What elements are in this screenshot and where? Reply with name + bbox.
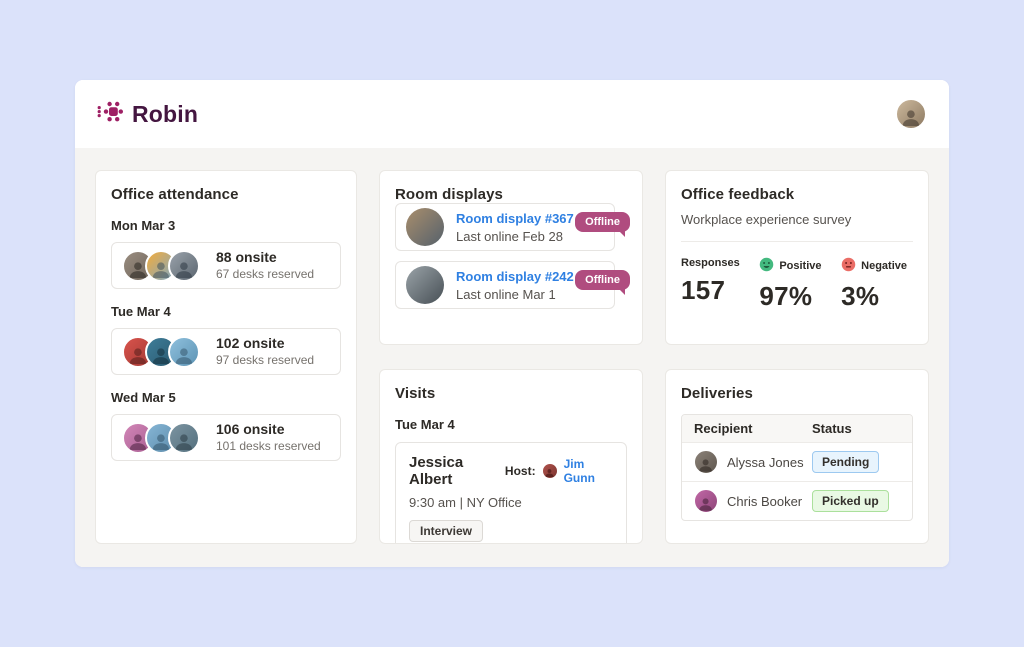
attendance-day-label: Wed Mar 5 (111, 390, 176, 405)
deliveries-title: Deliveries (681, 385, 753, 402)
avatar-group (122, 421, 200, 454)
responses-label: Responses (681, 257, 740, 269)
room-display-row[interactable]: Room display #367 Last online Feb 28 Off… (395, 203, 630, 251)
avatar (168, 249, 200, 282)
attendance-title: Office attendance (111, 186, 239, 203)
room-display-link[interactable]: Room display #242 (456, 268, 574, 284)
desks-reserved: 67 desks reserved (216, 266, 315, 281)
avatar-group (122, 335, 200, 368)
brand-name: Robin (132, 100, 199, 127)
host-avatar (540, 462, 559, 480)
visits-card: Visits Tue Mar 4 Jessica Albert Host: Ji… (379, 369, 643, 544)
negative-label: Negative (861, 260, 907, 272)
table-row: Chris Booker Picked up (682, 481, 912, 520)
recipient-name: Alyssa Jones (727, 454, 804, 470)
last-online-text: Last online Mar 1 (456, 286, 556, 302)
table-row: Alyssa Jones Pending (682, 442, 912, 481)
visit-row: Jessica Albert Host: Jim Gunn 9:30 am | … (395, 442, 627, 543)
negative-stat: Negative 3% (841, 257, 907, 312)
attendance-row[interactable]: 106 onsite 101 desks reserved (111, 414, 341, 461)
negative-value: 3% (841, 281, 880, 311)
desks-reserved: 97 desks reserved (216, 352, 315, 367)
robin-burst-icon (97, 99, 124, 129)
smile-icon (759, 257, 774, 275)
room-photo (406, 208, 444, 246)
status-badge: Picked up (812, 490, 889, 512)
deliveries-table: Recipient Status Alyssa Jones Pending Ch… (681, 414, 913, 521)
attendance-row[interactable]: 102 onsite 97 desks reserved (111, 328, 341, 375)
positive-stat: Positive 97% (759, 257, 822, 312)
responses-stat: Responses 157 (681, 257, 740, 312)
desks-reserved: 101 desks reserved (216, 438, 321, 453)
recipient-column-header: Recipient (694, 421, 753, 436)
recipient-avatar (694, 450, 718, 474)
onsite-count: 102 onsite (216, 335, 285, 352)
app-window: Robin Office attendance Mon Mar 3 88 ons… (75, 80, 949, 567)
visitor-name: Jessica Albert (409, 454, 464, 488)
onsite-count: 88 onsite (216, 249, 277, 266)
top-header: Robin (75, 80, 949, 148)
deliveries-card: Deliveries Recipient Status Alyssa Jones… (665, 369, 929, 544)
avatar (168, 421, 200, 454)
last-online-text: Last online Feb 28 (456, 228, 563, 244)
visit-time-location: 9:30 am | NY Office (409, 495, 522, 510)
visits-date: Tue Mar 4 (395, 417, 455, 432)
room-photo (406, 266, 444, 304)
office-feedback-card: Office feedback Workplace experience sur… (665, 170, 929, 345)
avatar (168, 335, 200, 368)
offline-badge: Offline (575, 270, 630, 295)
robin-logo[interactable]: Robin (97, 99, 198, 129)
office-attendance-card: Office attendance Mon Mar 3 88 onsite 67… (95, 170, 357, 544)
status-column-header: Status (812, 421, 852, 436)
responses-value: 157 (681, 275, 726, 305)
recipient-avatar (694, 489, 718, 513)
frown-icon (841, 257, 856, 275)
offline-badge: Offline (575, 212, 630, 237)
positive-value: 97% (759, 281, 813, 311)
attendance-day-label: Tue Mar 4 (111, 304, 171, 319)
host-name-link[interactable]: Jim Gunn (563, 457, 595, 485)
attendance-row[interactable]: 88 onsite 67 desks reserved (111, 242, 341, 289)
avatar-group (122, 249, 200, 282)
room-displays-card: Room displays Room display #367 Last onl… (379, 170, 643, 345)
room-display-link[interactable]: Room display #367 (456, 210, 574, 226)
divider (681, 241, 913, 242)
room-displays-title: Room displays (395, 186, 503, 203)
host-label: Host: (504, 464, 536, 478)
dashboard-grid: Office attendance Mon Mar 3 88 onsite 67… (75, 148, 949, 567)
feedback-title: Office feedback (681, 186, 795, 203)
feedback-subtitle: Workplace experience survey (681, 212, 852, 227)
recipient-name: Chris Booker (727, 493, 803, 509)
attendance-day-label: Mon Mar 3 (111, 218, 176, 233)
onsite-count: 106 onsite (216, 421, 285, 438)
table-header: Recipient Status (682, 415, 912, 442)
user-avatar[interactable] (895, 98, 927, 130)
visits-title: Visits (395, 385, 436, 402)
status-badge: Pending (812, 451, 880, 473)
room-display-row[interactable]: Room display #242 Last online Mar 1 Offl… (395, 261, 630, 309)
positive-label: Positive (779, 260, 822, 272)
visit-type-tag: Interview (409, 520, 484, 542)
